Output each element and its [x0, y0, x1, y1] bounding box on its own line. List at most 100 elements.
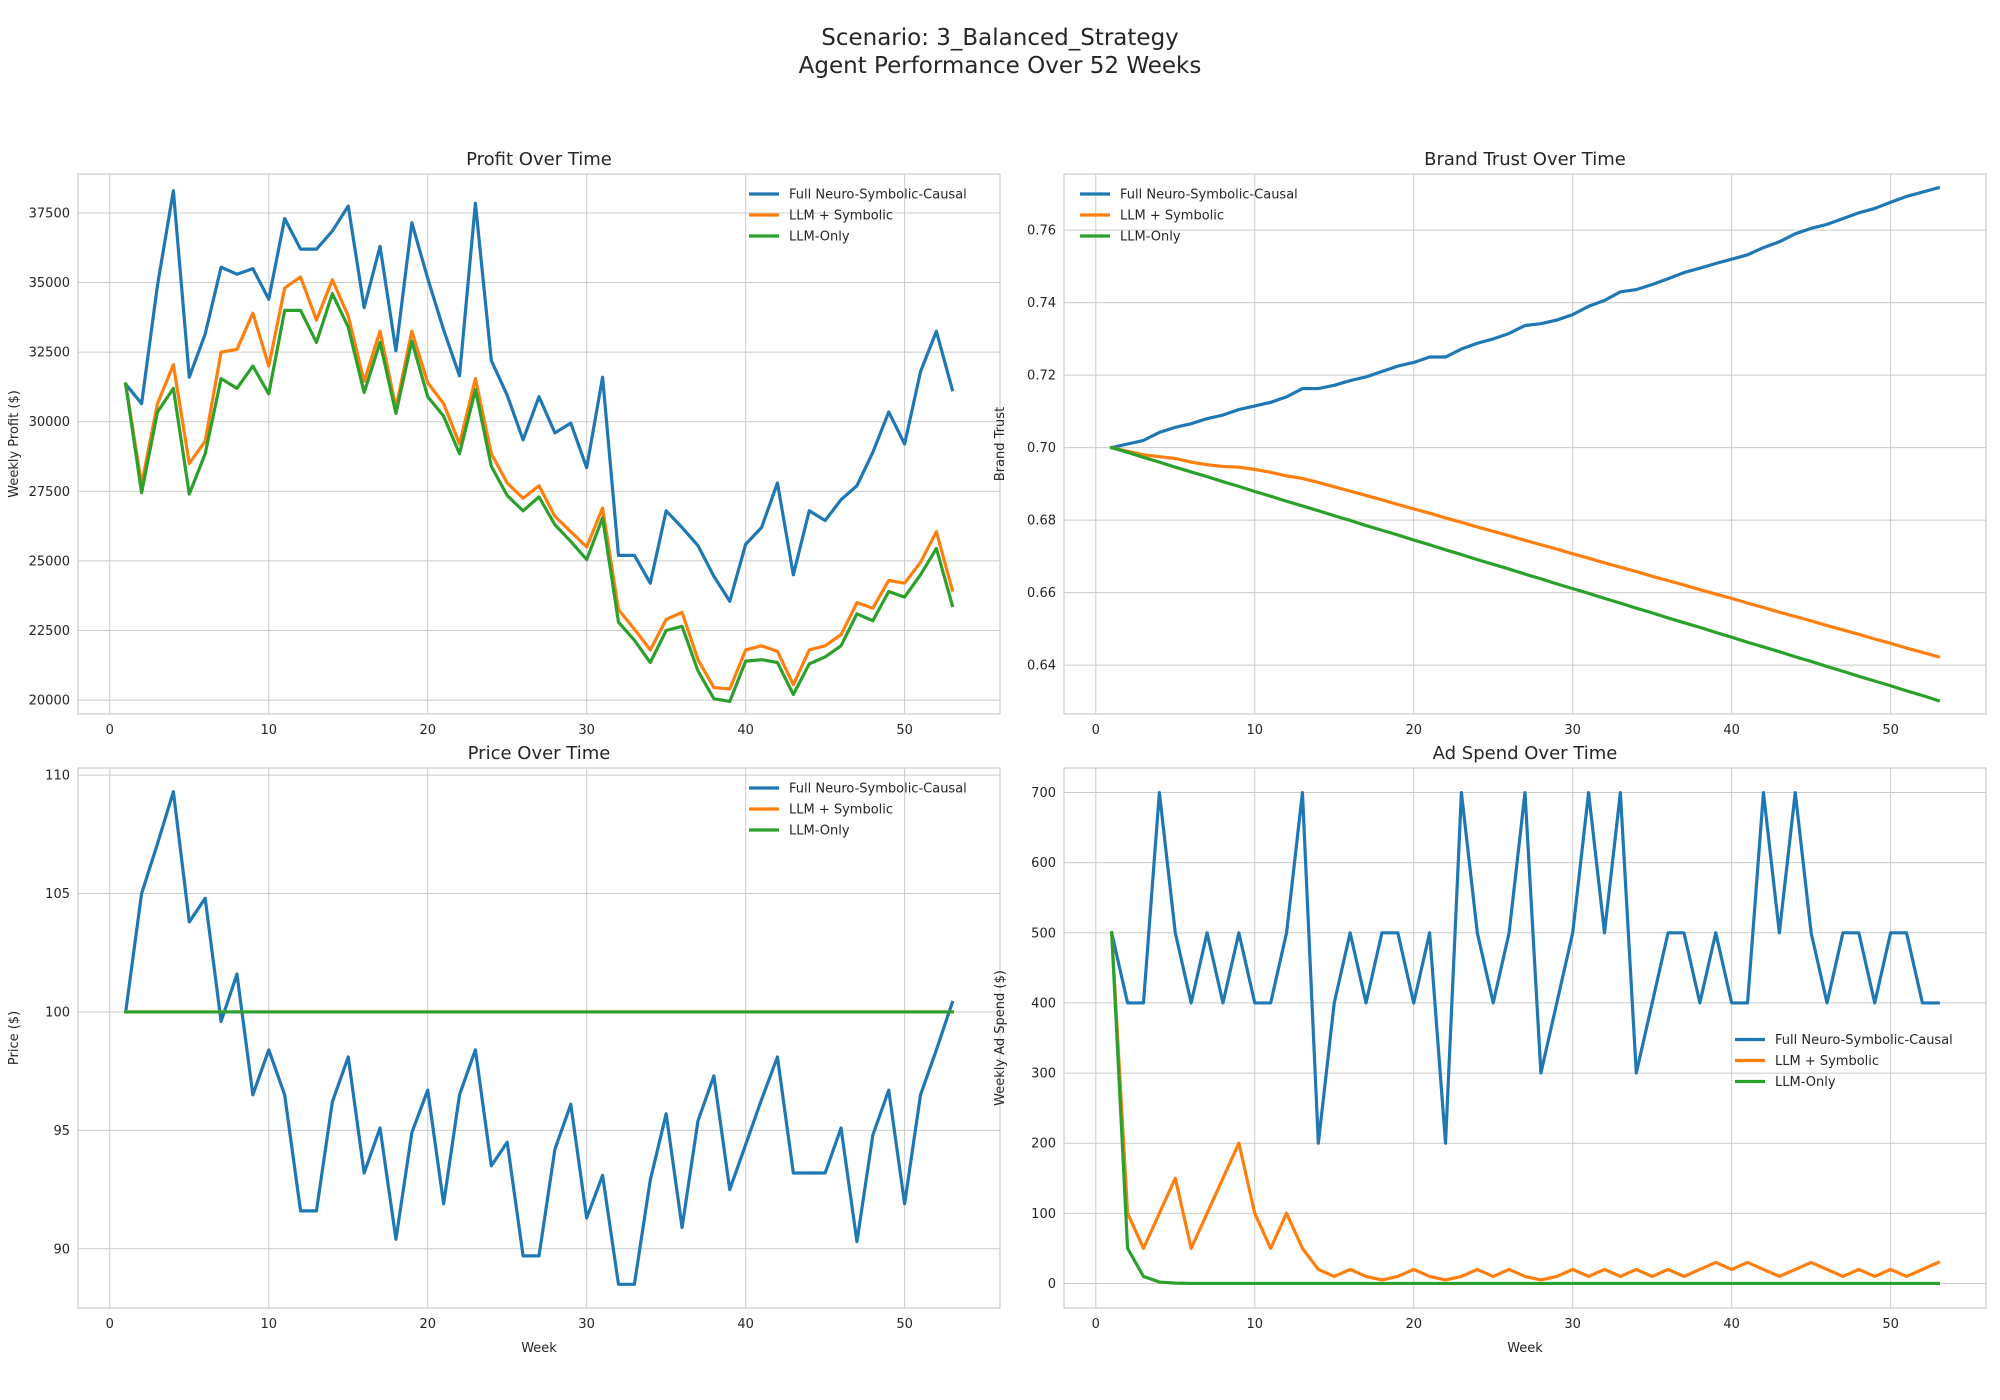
- x-tick-label: 0: [1092, 1317, 1100, 1332]
- x-tick-label: 50: [1882, 1317, 1899, 1332]
- x-tick-label: 0: [106, 1317, 114, 1332]
- series-line-llm-only: [123, 292, 955, 704]
- y-tick-label: 400: [1031, 996, 1056, 1011]
- x-tick-label: 40: [737, 723, 754, 738]
- chart-title: Profit Over Time: [466, 149, 612, 170]
- y-tick-label: 37500: [29, 206, 70, 221]
- x-tick-label: 30: [578, 1317, 595, 1332]
- y-tick-label: 100: [45, 1005, 70, 1020]
- y-tick-label: 200: [1031, 1137, 1056, 1152]
- y-tick-label: 500: [1031, 926, 1056, 941]
- legend-label-full-neuro-symbolic-causal: Full Neuro-Symbolic-Causal: [1120, 188, 1298, 203]
- legend: Full Neuro-Symbolic-Causal LLM + Symbolic…: [749, 782, 967, 839]
- legend-label-llm-symbolic: LLM + Symbolic: [1775, 1054, 1879, 1069]
- y-tick-label: 0.74: [1027, 296, 1056, 311]
- series-line-full-neuro-symbolic-causal: [1109, 790, 1940, 1145]
- series-line-llm-symbolic: [1109, 445, 1941, 659]
- legend-label-llm-only: LLM-Only: [1775, 1075, 1836, 1090]
- chart-price-over-time: 0 10 20 30 40 50 90 95 100 105 110 Price Over Time W…: [7, 743, 1001, 1356]
- legend-label-llm-symbolic: LLM + Symbolic: [789, 209, 893, 224]
- chart-title: Price Over Time: [468, 743, 611, 764]
- x-tick-label: 20: [1405, 1317, 1422, 1332]
- x-axis-label: Week: [521, 1341, 557, 1356]
- x-tick-label: 30: [1564, 1317, 1581, 1332]
- series-line-llm-only: [1110, 931, 1940, 1286]
- series-line-llm-only: [1109, 445, 1941, 703]
- x-tick-label: 10: [260, 1317, 277, 1332]
- y-tick-label: 0.68: [1027, 514, 1056, 529]
- y-tick-label: 95: [53, 1124, 70, 1139]
- y-tick-label: 700: [1031, 786, 1056, 801]
- chart-title: Brand Trust Over Time: [1424, 149, 1626, 170]
- x-tick-label: 10: [1246, 723, 1263, 738]
- y-tick-label: 105: [45, 887, 70, 902]
- legend-label-full-neuro-symbolic-causal: Full Neuro-Symbolic-Causal: [789, 782, 967, 797]
- series-line-full-neuro-symbolic-causal: [123, 790, 955, 1286]
- x-tick-label: 20: [419, 1317, 436, 1332]
- plot-area: [1064, 768, 1986, 1308]
- plot-area: [78, 174, 1000, 714]
- axes-frame: [1063, 173, 1987, 715]
- x-tick-label: 40: [737, 1317, 754, 1332]
- series-line-full-neuro-symbolic-causal: [1109, 185, 1941, 450]
- legend: Full Neuro-Symbolic-Causal LLM + Symbolic…: [1735, 1033, 1953, 1090]
- y-tick-label: 20000: [29, 694, 70, 709]
- series-line-llm-symbolic: [1110, 931, 1941, 1282]
- x-axis-label: Week: [1507, 1341, 1543, 1356]
- legend: Full Neuro-Symbolic-Causal LLM + Symbolic…: [1080, 188, 1298, 245]
- legend: Full Neuro-Symbolic-Causal LLM + Symbolic…: [749, 188, 967, 245]
- legend-label-llm-only: LLM-Only: [789, 824, 850, 839]
- legend-label-llm-only: LLM-Only: [1120, 230, 1181, 245]
- figure-title-line-1: Scenario: 3_Balanced_Strategy: [821, 25, 1179, 51]
- chart-brand-trust-over-time: 0 10 20 30 40 50 0.64 0.66 0.68 0.70 0.72 0.74 0.76 B…: [993, 149, 1987, 738]
- y-tick-label: 100: [1031, 1207, 1056, 1222]
- axes-frame: [77, 767, 1001, 1309]
- y-axis-label: Weekly Ad Spend ($): [993, 970, 1008, 1106]
- x-tick-label: 10: [1246, 1317, 1263, 1332]
- x-tick-label: 20: [1405, 723, 1422, 738]
- y-tick-label: 32500: [29, 346, 70, 361]
- y-tick-label: 90: [53, 1242, 70, 1257]
- y-axis-label: Price ($): [7, 1011, 22, 1065]
- x-tick-label: 50: [896, 1317, 913, 1332]
- y-tick-label: 25000: [29, 554, 70, 569]
- x-tick-label: 0: [106, 723, 114, 738]
- x-tick-label: 0: [1092, 723, 1100, 738]
- x-tick-label: 10: [260, 723, 277, 738]
- plot-area: [78, 768, 1000, 1308]
- y-tick-label: 0.72: [1027, 369, 1056, 384]
- x-tick-label: 40: [1723, 723, 1740, 738]
- figure-title: Scenario: 3_Balanced_Strategy Agent Perf…: [0, 24, 2000, 80]
- y-tick-label: 22500: [29, 624, 70, 639]
- series-line-full-neuro-symbolic-causal: [123, 189, 955, 603]
- x-tick-label: 20: [419, 723, 436, 738]
- legend-label-llm-only: LLM-Only: [789, 230, 850, 245]
- series-line-llm-symbolic: [123, 275, 955, 691]
- y-tick-label: 0.64: [1027, 659, 1056, 674]
- x-tick-label: 30: [1564, 723, 1581, 738]
- y-tick-label: 35000: [29, 276, 70, 291]
- chart-title: Ad Spend Over Time: [1433, 743, 1618, 764]
- x-tick-label: 30: [578, 723, 595, 738]
- figure-title-line-2: Agent Performance Over 52 Weeks: [798, 53, 1202, 79]
- y-tick-label: 27500: [29, 485, 70, 500]
- y-tick-label: 0.66: [1027, 586, 1056, 601]
- y-tick-label: 0: [1048, 1277, 1056, 1292]
- legend-label-llm-symbolic: LLM + Symbolic: [789, 803, 893, 818]
- y-tick-label: 600: [1031, 856, 1056, 871]
- y-tick-label: 30000: [29, 415, 70, 430]
- x-tick-label: 50: [896, 723, 913, 738]
- y-tick-label: 110: [45, 769, 70, 784]
- chart-profit-over-time: 0 10 20 30 40 50 20000 22500 25000 27500 30000 3250…: [7, 149, 1001, 738]
- y-axis-label: Weekly Profit ($): [7, 390, 22, 498]
- y-tick-label: 0.76: [1027, 224, 1056, 239]
- axes-frame: [77, 173, 1001, 715]
- x-tick-label: 40: [1723, 1317, 1740, 1332]
- legend-label-llm-symbolic: LLM + Symbolic: [1120, 209, 1224, 224]
- x-tick-label: 50: [1882, 723, 1899, 738]
- plot-area: [1064, 174, 1986, 714]
- legend-label-full-neuro-symbolic-causal: Full Neuro-Symbolic-Causal: [1775, 1033, 1953, 1048]
- y-axis-label: Brand Trust: [993, 407, 1008, 481]
